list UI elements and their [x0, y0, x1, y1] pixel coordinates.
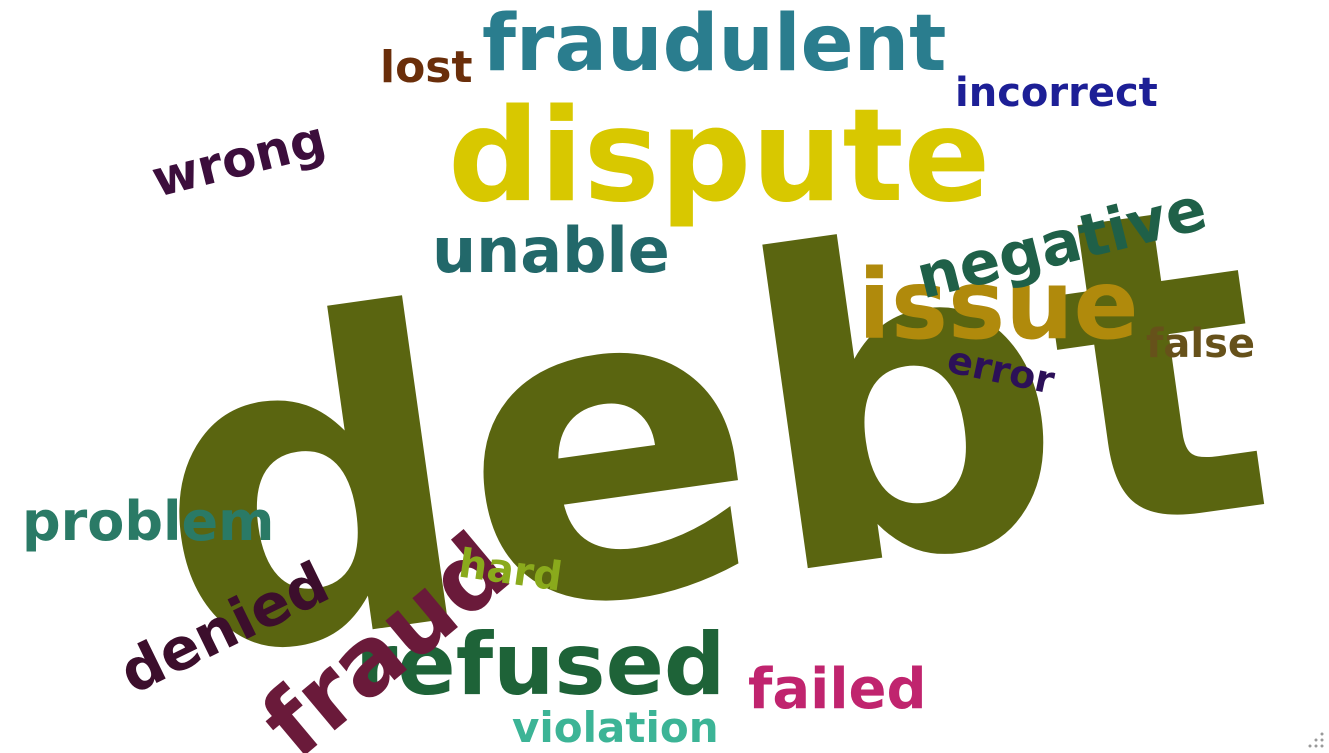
word-lost: lost [380, 42, 473, 93]
word-issue: issue [858, 249, 1139, 361]
word-false: false [1146, 321, 1255, 367]
word-unable: unable [432, 214, 670, 287]
word-fraudulent: fraudulent [482, 0, 946, 89]
word-incorrect: incorrect [955, 70, 1158, 116]
resize-grip-icon[interactable] [1308, 732, 1324, 748]
word-violation: violation [512, 703, 719, 752]
word-problem: problem [22, 490, 274, 553]
word-failed: failed [748, 657, 927, 722]
word-refused: refused [355, 615, 725, 715]
word-dispute: dispute [448, 82, 990, 231]
